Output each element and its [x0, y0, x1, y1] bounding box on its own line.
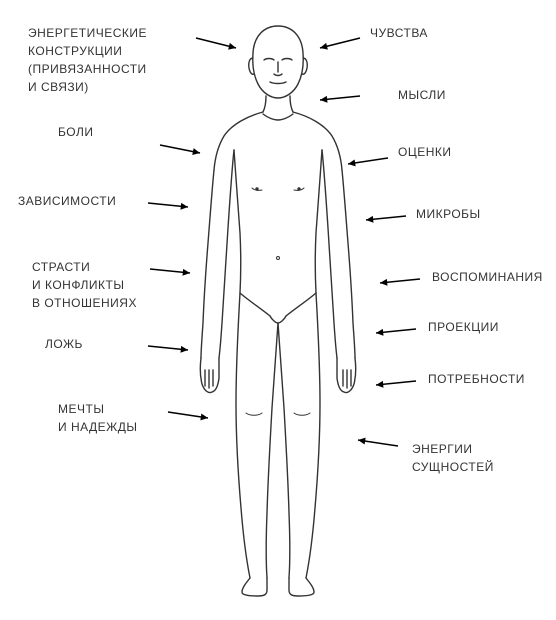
arrow — [368, 373, 424, 393]
body-diagram: Энергетические конструкции (привязанност… — [0, 0, 556, 620]
label-entity-energies: Энергии сущностей — [412, 440, 494, 476]
arrow — [368, 321, 424, 341]
arrow — [312, 30, 368, 56]
label-energetic-constructs: Энергетические конструкции (привязанност… — [28, 24, 147, 96]
label-projections: Проекции — [428, 318, 499, 336]
label-addictions: Зависимости — [18, 192, 116, 210]
label-dreams-hopes: Мечты и надежды — [58, 400, 138, 436]
arrow — [140, 338, 196, 358]
arrow — [340, 150, 396, 172]
label-passions-conflicts: Страсти и конфликты в отношениях — [32, 258, 137, 312]
label-evaluations: Оценки — [398, 143, 452, 161]
arrow — [358, 208, 414, 228]
arrow — [372, 271, 428, 291]
arrow — [312, 88, 368, 108]
label-microbes: Микробы — [416, 205, 481, 223]
label-thoughts: Мысли — [398, 86, 446, 104]
arrow — [142, 261, 198, 281]
arrow — [350, 432, 406, 454]
label-feelings: Чувства — [370, 24, 428, 42]
label-memories: Воспоминания — [432, 268, 543, 286]
arrow — [160, 404, 216, 426]
arrow — [140, 195, 196, 215]
arrow — [152, 137, 208, 161]
label-pains: Боли — [58, 123, 93, 141]
label-lies: Ложь — [45, 335, 83, 353]
arrow — [188, 30, 244, 56]
label-needs: Потребности — [428, 370, 525, 388]
